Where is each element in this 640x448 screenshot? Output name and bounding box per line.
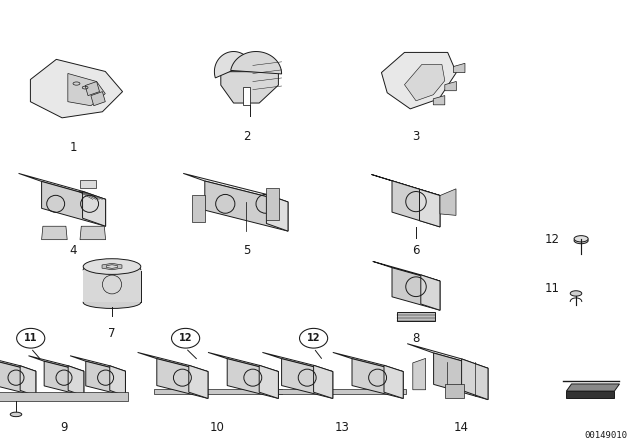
Bar <box>154 389 282 394</box>
Polygon shape <box>266 194 288 231</box>
Polygon shape <box>205 181 288 231</box>
Ellipse shape <box>83 259 141 274</box>
Bar <box>566 391 614 398</box>
Polygon shape <box>83 191 106 226</box>
Polygon shape <box>262 353 333 371</box>
Polygon shape <box>407 344 488 368</box>
Polygon shape <box>20 366 36 396</box>
Text: 00149010: 00149010 <box>584 431 627 440</box>
Polygon shape <box>392 181 440 227</box>
Ellipse shape <box>574 237 588 244</box>
Bar <box>397 312 435 322</box>
Ellipse shape <box>574 236 588 242</box>
Text: 6: 6 <box>412 244 420 258</box>
Text: 7: 7 <box>108 327 116 340</box>
Text: 2: 2 <box>243 130 250 143</box>
Polygon shape <box>372 262 440 281</box>
Polygon shape <box>42 181 106 226</box>
Polygon shape <box>461 359 488 400</box>
Polygon shape <box>453 63 465 73</box>
Polygon shape <box>413 358 426 390</box>
Polygon shape <box>110 366 125 396</box>
Polygon shape <box>314 365 333 398</box>
Bar <box>80 180 96 188</box>
Circle shape <box>17 328 45 348</box>
Polygon shape <box>420 189 440 227</box>
Polygon shape <box>371 174 440 195</box>
Polygon shape <box>138 353 208 371</box>
Text: 12: 12 <box>179 333 193 343</box>
Polygon shape <box>392 267 440 310</box>
Circle shape <box>300 328 328 348</box>
Polygon shape <box>44 361 84 396</box>
Polygon shape <box>230 52 282 74</box>
Text: 3: 3 <box>412 130 420 143</box>
Polygon shape <box>68 73 105 106</box>
Text: 11: 11 <box>24 333 38 343</box>
Polygon shape <box>421 275 440 310</box>
Polygon shape <box>445 82 456 90</box>
Text: 12: 12 <box>307 333 321 343</box>
Polygon shape <box>433 95 445 105</box>
Polygon shape <box>19 173 106 199</box>
Ellipse shape <box>570 291 582 296</box>
Polygon shape <box>352 359 403 398</box>
Polygon shape <box>221 72 278 103</box>
Polygon shape <box>31 59 123 118</box>
Text: 5: 5 <box>243 244 250 258</box>
Text: 9: 9 <box>60 421 68 435</box>
Text: 11: 11 <box>544 282 559 296</box>
Text: 14: 14 <box>453 421 468 435</box>
Polygon shape <box>214 52 251 78</box>
Polygon shape <box>566 384 620 391</box>
Polygon shape <box>282 359 333 398</box>
Polygon shape <box>0 356 36 371</box>
Polygon shape <box>404 65 445 101</box>
Polygon shape <box>29 356 84 371</box>
Polygon shape <box>106 265 118 268</box>
Polygon shape <box>157 359 208 398</box>
Text: 13: 13 <box>335 421 350 435</box>
Bar <box>278 389 406 394</box>
Polygon shape <box>91 91 105 106</box>
Polygon shape <box>0 361 36 396</box>
Circle shape <box>172 328 200 348</box>
Bar <box>243 87 250 105</box>
Polygon shape <box>259 365 278 398</box>
Polygon shape <box>189 365 208 398</box>
Polygon shape <box>68 366 84 396</box>
Polygon shape <box>42 226 67 240</box>
Polygon shape <box>208 353 278 371</box>
Text: 10: 10 <box>210 421 225 435</box>
Polygon shape <box>384 365 403 398</box>
Polygon shape <box>266 188 279 220</box>
Polygon shape <box>102 263 122 270</box>
Ellipse shape <box>83 263 141 276</box>
Polygon shape <box>227 359 278 398</box>
Bar <box>83 270 141 302</box>
Text: 4: 4 <box>70 244 77 258</box>
Text: 1: 1 <box>70 141 77 155</box>
Polygon shape <box>86 361 125 396</box>
Polygon shape <box>0 392 128 401</box>
Text: 12: 12 <box>544 233 559 246</box>
Polygon shape <box>381 52 456 109</box>
Polygon shape <box>440 189 456 215</box>
Polygon shape <box>192 195 205 222</box>
Polygon shape <box>333 353 403 371</box>
Polygon shape <box>183 173 288 202</box>
Polygon shape <box>85 82 100 95</box>
Polygon shape <box>80 226 106 240</box>
Polygon shape <box>70 356 125 371</box>
Ellipse shape <box>10 412 22 417</box>
Text: 8: 8 <box>412 332 420 345</box>
Polygon shape <box>445 384 464 398</box>
Ellipse shape <box>83 297 141 309</box>
Polygon shape <box>434 353 488 400</box>
